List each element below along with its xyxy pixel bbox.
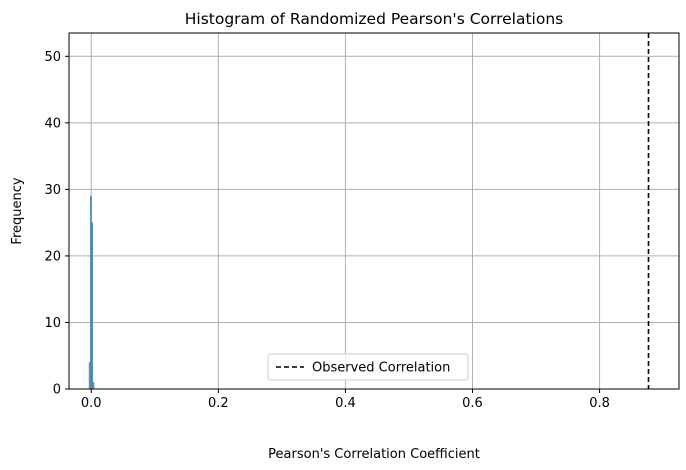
histogram-bar xyxy=(92,382,95,390)
y-axis-ticks: 0 10 20 30 40 50 xyxy=(44,50,69,398)
y-axis-label: Frequency xyxy=(10,177,25,244)
x-axis-ticks: 0.0 0.2 0.4 0.6 0.8 xyxy=(81,389,610,411)
grid-lines xyxy=(69,33,679,390)
y-tick-label: 30 xyxy=(44,183,61,198)
y-tick-label: 0 xyxy=(53,383,61,398)
legend: Observed Correlation xyxy=(267,353,469,381)
x-axis-label: Pearson's Correlation Coefficient xyxy=(268,447,480,462)
x-tick-label: 0.6 xyxy=(462,396,483,411)
plot-area-frame xyxy=(68,32,680,390)
x-tick-label: 0.4 xyxy=(335,396,356,411)
y-tick-label: 40 xyxy=(44,116,61,131)
legend-box xyxy=(267,353,469,381)
x-tick-label: 0.2 xyxy=(208,396,229,411)
chart-title: Histogram of Randomized Pearson's Correl… xyxy=(185,10,564,28)
x-tick-label: 0.0 xyxy=(81,396,102,411)
histogram-bars xyxy=(88,195,95,390)
legend-entry-observed-correlation: Observed Correlation xyxy=(312,361,450,376)
y-tick-label: 10 xyxy=(44,316,61,331)
y-tick-label: 20 xyxy=(44,249,61,264)
y-tick-label: 50 xyxy=(44,50,61,65)
x-tick-label: 0.8 xyxy=(589,396,610,411)
histogram-bar xyxy=(91,222,94,390)
